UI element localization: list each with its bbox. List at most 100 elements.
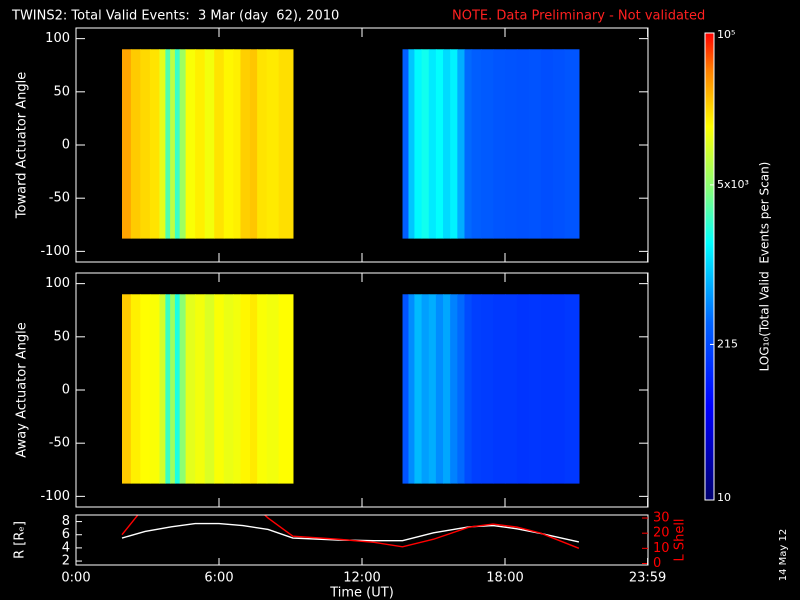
heatmap-cell: [174, 294, 181, 484]
heatmap-cell: [428, 294, 437, 484]
heatmap-cell: [130, 49, 141, 239]
heatmap-cell: [402, 294, 410, 484]
chart-title: TWINS2: Total Valid Events: 3 Mar (day 6…: [11, 9, 339, 24]
heatmap-cell: [516, 49, 530, 239]
heatmap-cell: [249, 49, 258, 239]
heatmap-cell: [564, 49, 580, 239]
heatmap-cell: [195, 294, 206, 484]
heatmap-cell: [481, 294, 494, 484]
heatmap-cell: [402, 49, 410, 239]
heatmap-cell: [174, 49, 181, 239]
heatmap-cell: [564, 294, 580, 484]
heatmap-cell: [443, 294, 451, 484]
colorbar: [704, 32, 715, 501]
heatmap-cell: [457, 294, 466, 484]
heatmap-cell: [471, 294, 482, 484]
x-tick-label: 18:00: [486, 571, 523, 586]
heatmap-cell: [185, 49, 196, 239]
heatmap-cell: [223, 49, 234, 239]
heatmap-cell: [121, 49, 132, 239]
heatmap-cell: [170, 49, 176, 239]
date-stamp: 14 May 12: [778, 529, 789, 581]
heatmap-cell: [471, 49, 482, 239]
y-tick-label: -50: [49, 436, 70, 451]
y-tick-label: 100: [45, 31, 70, 46]
note: NOTE. Data Preliminary - Not validated: [452, 9, 705, 24]
colorbar-tick-label: 215: [717, 337, 738, 350]
heatmap-cell: [121, 294, 132, 484]
heatmap-cell: [140, 49, 151, 239]
y-tick-label: 4: [62, 540, 70, 555]
y-tick-label: 100: [45, 276, 70, 291]
y-tick-label: 0: [62, 138, 70, 153]
heatmap-cell: [240, 294, 251, 484]
heatmap-cell: [257, 294, 268, 484]
colorbar-label: LOG₁₀(Total Valid Events per Scan): [758, 162, 772, 372]
y2-tick-label: 10: [653, 541, 670, 556]
y2-axis-label: L Shell: [673, 518, 688, 561]
heatmap-cell: [195, 49, 206, 239]
heatmap-cell: [528, 294, 542, 484]
y-axis-label: Toward Actuator Angle: [15, 72, 30, 219]
colorbar-tick-label: 10: [717, 491, 731, 504]
heatmap-cell: [214, 49, 225, 239]
heatmap-cell: [278, 294, 294, 484]
heatmap-cell: [457, 49, 466, 239]
heatmap-cell: [240, 49, 251, 239]
y-tick-label: -100: [40, 244, 70, 259]
heatmap-cell: [149, 49, 161, 239]
heatmap-cell: [204, 49, 215, 239]
y-tick-label: -100: [40, 489, 70, 504]
colorbar-tick-label: 10⁵: [717, 28, 735, 41]
y2-tick-label: 30: [653, 511, 670, 526]
heatmap-cell: [179, 294, 187, 484]
heatmap-cell: [408, 294, 416, 484]
y-tick-label: 2: [62, 554, 70, 569]
series-line: [121, 515, 580, 549]
heatmap-cell: [179, 49, 187, 239]
y-tick-label: 50: [53, 329, 70, 344]
heatmap-cell: [414, 49, 423, 239]
heatmap-cell: [421, 294, 430, 484]
heatmap-cell: [159, 294, 166, 484]
heatmap-cell: [185, 294, 196, 484]
y2-tick-label: 0: [653, 556, 661, 571]
heatmap-cell: [450, 49, 458, 239]
heatmap-cell: [540, 49, 554, 239]
series-line: [121, 522, 580, 543]
y-axis-label: R [Rₑ]: [13, 521, 28, 559]
y-tick-label: 0: [62, 383, 70, 398]
heatmap-cell: [408, 49, 416, 239]
heatmap-cell: [481, 49, 494, 239]
heatmap-cell: [516, 294, 530, 484]
heatmap-cell: [464, 49, 473, 239]
x-tick-label: 12:00: [343, 571, 380, 586]
heatmap-cell: [540, 294, 554, 484]
heatmap-cell: [421, 49, 430, 239]
heatmap-cell: [443, 49, 451, 239]
heatmap-cell: [159, 49, 166, 239]
heatmap-cell: [278, 49, 294, 239]
heatmap-cell: [493, 294, 506, 484]
heatmap-cell: [428, 49, 437, 239]
heatmap-cell: [505, 49, 518, 239]
heatmap-cell: [266, 49, 280, 239]
heatmap-cell: [464, 294, 473, 484]
y-axis-label: Away Actuator Angle: [15, 322, 30, 457]
heatmap-cell: [450, 294, 458, 484]
y-tick-label: 50: [53, 84, 70, 99]
heatmap-cell: [528, 49, 542, 239]
y-tick-label: 6: [62, 527, 70, 542]
heatmap-cell: [130, 294, 141, 484]
y-tick-label: 8: [62, 514, 70, 529]
colorbar-tick-label: 5x10³: [717, 178, 749, 191]
heatmap-cell: [435, 294, 444, 484]
x-tick-label: 6:00: [204, 571, 233, 586]
heatmap-cell: [223, 294, 234, 484]
heatmap-cell: [552, 49, 566, 239]
x-axis-label: Time (UT): [329, 586, 394, 600]
heatmap-cell: [165, 49, 171, 239]
